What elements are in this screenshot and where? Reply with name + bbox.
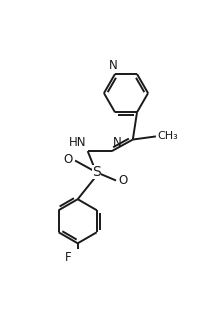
Text: O: O [118, 174, 127, 187]
Text: N: N [113, 136, 121, 149]
Text: F: F [65, 251, 71, 264]
Text: S: S [92, 165, 100, 179]
Text: HN: HN [69, 136, 87, 149]
Text: O: O [64, 153, 73, 166]
Text: CH₃: CH₃ [158, 131, 178, 141]
Text: N: N [109, 59, 118, 72]
